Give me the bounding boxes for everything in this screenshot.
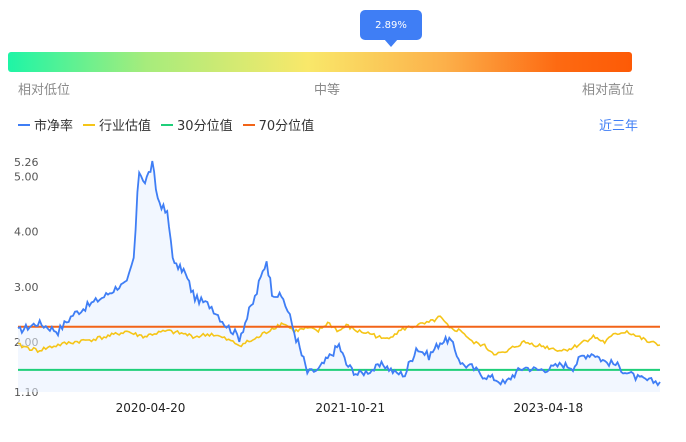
x-tick-label: 2023-04-18 [513,401,583,415]
gauge-high-label: 相对高位 [582,83,635,98]
legend-item-industry[interactable]: 行业估值 [83,115,151,134]
legend-item-p70[interactable]: 70分位值 [242,115,315,134]
chart-legend: 市净率 行业估值 30分位值 70分位值 [18,115,314,134]
legend-label-p70: 70分位值 [258,119,315,134]
x-tick-label: 2020-04-20 [116,401,186,415]
legend-swatch-pb [18,123,30,126]
gauge-gradient-bar [8,52,632,72]
x-axis-ticks: 2020-04-20 2021-10-21 2023-04-18 [116,401,584,415]
y-axis-ticks: 5.265.004.003.002.001.10 [14,156,39,399]
legend-swatch-industry [83,123,96,126]
legend-item-p30[interactable]: 30分位值 [161,115,233,134]
legend-label-p30: 30分位值 [177,119,233,134]
y-tick-label: 5.00 [14,170,39,183]
legend-swatch-p30 [161,123,174,126]
pb-line [17,160,661,387]
y-tick-label: 4.00 [14,226,39,239]
industry-line [18,315,661,356]
y-tick-label: 5.26 [14,156,39,169]
legend-label-industry: 行业估值 [99,119,152,134]
percentile-bubble: 2.89% [360,10,422,47]
time-range-selector[interactable]: 近三年 [599,119,639,134]
x-tick-label: 2021-10-21 [315,401,385,415]
legend-item-pb[interactable]: 市净率 [18,115,73,134]
pb-area-fill [18,161,660,392]
gauge-low-label: 相对低位 [18,83,71,98]
pb-chart: 5.265.004.003.002.001.10 2020-04-202021-… [14,156,661,415]
legend-swatch-p70 [242,123,255,126]
legend-label-pb: 市净率 [34,119,74,134]
valuation-gauge: 2.89% 相对低位 中等 相对高位 [0,0,686,100]
y-tick-label: 3.00 [14,281,39,294]
gauge-mid-label: 中等 [314,83,341,98]
